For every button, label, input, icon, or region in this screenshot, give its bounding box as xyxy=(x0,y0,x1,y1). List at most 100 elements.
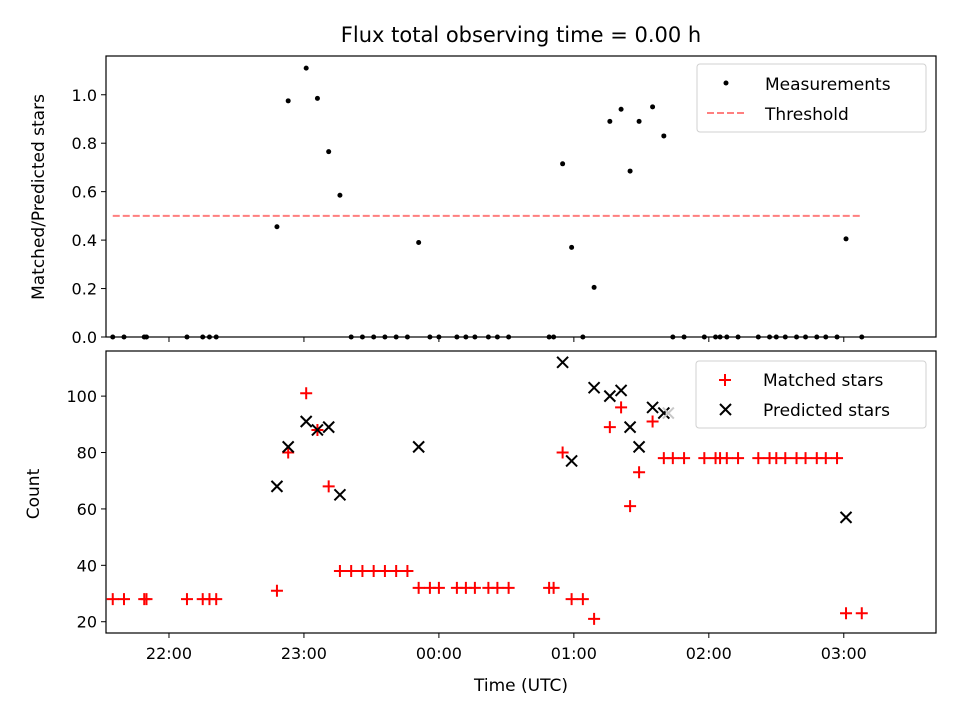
matched-stars-point xyxy=(588,612,601,625)
measurements-point xyxy=(713,334,719,340)
matched-stars-point xyxy=(698,452,711,465)
measurements-point xyxy=(767,334,773,340)
top-legend-box xyxy=(696,63,927,133)
predicted-stars-point xyxy=(270,480,284,493)
measurements-point xyxy=(755,334,761,340)
measurements-point xyxy=(843,236,849,242)
matched-stars-point xyxy=(140,593,153,606)
predicted-stars-point xyxy=(646,401,659,414)
measurements-point xyxy=(121,334,127,340)
measurements-point xyxy=(416,240,422,246)
measurements-point xyxy=(213,334,219,340)
measurements-point xyxy=(661,133,667,139)
measurements-point xyxy=(436,334,442,340)
measurements-point xyxy=(494,334,500,340)
matched-stars-point xyxy=(799,452,812,465)
x-tick-label: 01:00 xyxy=(551,644,597,663)
measurements-point xyxy=(485,334,491,340)
matched-stars-point xyxy=(270,584,283,597)
matched-stars-point xyxy=(678,452,691,465)
measurements-point xyxy=(393,334,399,340)
matched-stars-point xyxy=(840,607,853,620)
matched-stars-point xyxy=(547,581,560,594)
measurements-point xyxy=(803,334,809,340)
measurements-point xyxy=(681,334,687,340)
matched-stars-point xyxy=(345,564,358,577)
measurements-point xyxy=(859,334,865,340)
legend-matched-label: Matched stars xyxy=(763,371,883,391)
measurements-point xyxy=(506,334,512,340)
matched-stars-point xyxy=(565,593,578,606)
matched-stars-point xyxy=(603,421,616,434)
predicted-stars-faded-point xyxy=(662,406,675,420)
chart-title: Flux total observing time = 0.00 h xyxy=(341,23,701,47)
legend-threshold-label: Threshold xyxy=(764,105,849,125)
matched-stars-point xyxy=(180,593,193,606)
y-tick-label: 0.6 xyxy=(72,183,97,202)
measurements-point xyxy=(560,161,566,167)
measurements-point xyxy=(773,334,779,340)
matched-stars-point xyxy=(106,593,119,606)
measurements-point xyxy=(348,334,354,340)
matched-stars-point xyxy=(412,581,425,594)
matched-stars-point xyxy=(367,564,380,577)
measurements-point xyxy=(472,334,478,340)
matched-stars-point xyxy=(556,446,569,459)
matched-stars-point xyxy=(356,564,369,577)
top-panel-ylabel: Matched/Predicted stars xyxy=(29,94,49,300)
predicted-stars-point xyxy=(614,384,628,397)
measurements-point xyxy=(206,334,212,340)
y-tick-label: 0.2 xyxy=(72,280,97,299)
matched-stars-point xyxy=(300,387,313,400)
x-tick-label: 03:00 xyxy=(821,644,867,663)
bottom-panel: 20 40 60 80 100 22:00 23:00 00:00 01:00 02:00 03:0… xyxy=(66,350,937,663)
measurements-point xyxy=(650,104,656,110)
measurements-point xyxy=(337,192,343,198)
measurements-point xyxy=(670,334,676,340)
bottom-panel-ylabel: Count xyxy=(24,468,44,519)
matched-stars-point xyxy=(831,452,844,465)
matched-stars-point xyxy=(752,452,765,465)
predicted-stars-point xyxy=(311,423,324,437)
legend-measurements-label: Measurements xyxy=(765,75,891,95)
measurements-point xyxy=(607,118,613,124)
matched-stars-point xyxy=(378,564,391,577)
matched-stars-point xyxy=(646,415,659,428)
y-tick-label: 60 xyxy=(77,500,97,519)
x-tick-label: 00:00 xyxy=(416,644,462,663)
x-tick-label: 02:00 xyxy=(686,644,732,663)
measurements-point xyxy=(701,334,707,340)
matched-stars-point xyxy=(322,480,335,493)
y-tick-label: 1.0 xyxy=(72,86,97,105)
y-tick-label: 100 xyxy=(66,387,97,406)
plot-frame xyxy=(105,55,937,338)
x-axis-label: Time (UTC) xyxy=(473,676,568,696)
y-tick-label: 0.0 xyxy=(72,328,97,347)
matched-stars-point xyxy=(401,564,414,577)
matched-stars-point xyxy=(282,446,295,459)
measurements-point xyxy=(359,334,365,340)
measurements-point xyxy=(184,334,190,340)
y-tick-label: 0.4 xyxy=(72,231,97,250)
predicted-stars-point xyxy=(299,415,313,428)
matched-stars-point xyxy=(576,593,589,606)
matched-stars-point xyxy=(819,452,832,465)
predicted-stars-point xyxy=(322,420,335,434)
matched-stars-point xyxy=(117,593,130,606)
measurements-point xyxy=(735,334,741,340)
measurements-point xyxy=(303,65,309,71)
measurements-point xyxy=(200,334,206,340)
measurements-point xyxy=(427,334,433,340)
matched-stars-point xyxy=(333,564,346,577)
measurements-point xyxy=(274,224,280,230)
predicted-stars-point xyxy=(839,511,853,524)
measurements-point xyxy=(636,118,642,124)
measurements-point xyxy=(551,334,557,340)
x-tick-label: 23:00 xyxy=(281,644,327,663)
legend-measurements-marker xyxy=(723,80,729,86)
predicted-stars-point xyxy=(603,389,617,403)
predicted-stars-point xyxy=(587,381,601,394)
measurements-point xyxy=(717,334,723,340)
measurements-point xyxy=(371,334,377,340)
